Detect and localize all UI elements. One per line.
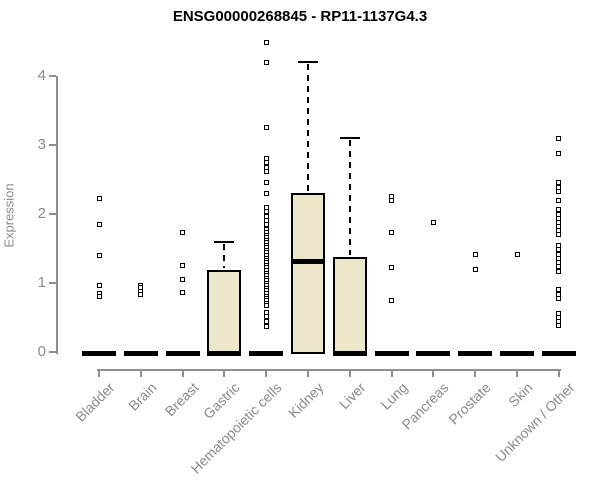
outlier-point (389, 198, 395, 204)
outlier-point (96, 294, 102, 300)
y-axis-label: Expression (1, 183, 17, 248)
x-tick-mark (348, 369, 351, 377)
outlier-point (556, 232, 562, 238)
whisker-line (223, 244, 226, 268)
median-line (165, 350, 200, 356)
outlier-point (263, 164, 269, 170)
median-line (374, 350, 409, 356)
outlier-point (556, 263, 562, 269)
chart-title: ENSG00000268845 - RP11-1137G4.3 (172, 8, 428, 25)
x-tick-mark (390, 369, 393, 377)
outlier-point (556, 242, 562, 248)
x-tick-mark (516, 369, 518, 377)
median-line (541, 350, 576, 356)
outlier-point (556, 135, 562, 141)
x-tick-mark (474, 369, 477, 377)
median-line (291, 258, 325, 264)
x-tick-mark (181, 369, 184, 377)
outlier-point (556, 323, 562, 329)
outlier-point (389, 298, 395, 304)
median-line (332, 350, 367, 356)
box (207, 269, 242, 354)
outlier-point (556, 269, 562, 275)
median-line (500, 350, 534, 356)
outlier-point (389, 230, 395, 236)
outlier-point (556, 150, 562, 156)
outlier-point (389, 264, 395, 270)
outlier-point (556, 184, 562, 190)
outlier-point (389, 193, 395, 199)
y-tick-mark (49, 351, 56, 353)
outlier-point (180, 230, 186, 236)
median-line (416, 350, 451, 356)
y-tick-mark (49, 144, 56, 146)
whisker-line (307, 64, 309, 191)
median-line (82, 350, 116, 356)
y-tick-label: 2 (37, 205, 46, 222)
whisker-line (348, 140, 351, 255)
median-line (207, 350, 242, 356)
outlier-point (263, 319, 269, 325)
outlier-point (263, 124, 269, 130)
outlier-point (180, 277, 186, 283)
outlier-point (514, 252, 520, 258)
outlier-point (556, 189, 562, 195)
whisker-cap (298, 61, 318, 64)
box (291, 192, 325, 354)
outlier-point (263, 303, 269, 309)
outlier-point (556, 295, 562, 301)
outlier-point (263, 155, 269, 161)
outlier-point (263, 180, 269, 186)
outlier-point (430, 220, 436, 226)
outlier-point (96, 196, 102, 202)
x-tick-mark (307, 369, 309, 377)
x-axis-line (97, 369, 561, 371)
outlier-point (472, 252, 478, 258)
whisker-cap (339, 137, 360, 140)
x-tick-mark (557, 369, 560, 377)
x-tick-mark (223, 369, 226, 377)
x-tick-mark (139, 369, 142, 377)
outlier-point (263, 221, 269, 227)
outlier-point (556, 179, 562, 185)
median-line (249, 350, 284, 356)
x-tick-mark (98, 369, 100, 377)
outlier-point (96, 282, 102, 288)
outlier-point (472, 267, 478, 273)
outlier-point (138, 291, 144, 297)
outlier-point (96, 252, 102, 258)
outlier-point (263, 169, 269, 175)
outlier-point (263, 323, 269, 329)
outlier-point (556, 197, 562, 203)
y-tick-label: 3 (37, 136, 46, 153)
y-tick-label: 0 (37, 343, 46, 360)
outlier-point (96, 221, 102, 227)
outlier-point (263, 40, 269, 46)
outlier-point (180, 262, 186, 268)
y-axis-line (56, 76, 58, 354)
outlier-point (263, 190, 269, 196)
x-tick-mark (432, 369, 435, 377)
median-line (123, 350, 158, 356)
y-tick-mark (49, 75, 56, 77)
y-tick-mark (49, 282, 56, 284)
box (332, 256, 367, 354)
median-line (458, 350, 493, 356)
outlier-point (263, 314, 269, 320)
y-tick-label: 4 (37, 67, 46, 84)
y-tick-label: 1 (37, 274, 46, 291)
x-tick-mark (265, 369, 268, 377)
whisker-cap (214, 241, 235, 244)
y-tick-mark (49, 213, 56, 215)
outlier-point (180, 290, 186, 296)
outlier-point (263, 60, 269, 66)
